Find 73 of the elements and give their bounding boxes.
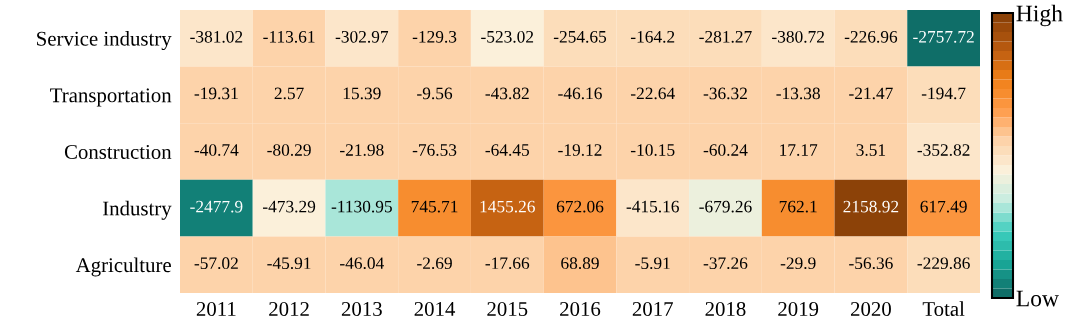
data-label: -57.02 bbox=[194, 257, 238, 270]
data-label: -1130.95 bbox=[331, 200, 392, 213]
data-label: -60.24 bbox=[703, 144, 748, 156]
data-label: -2757.72 bbox=[913, 30, 974, 43]
data-label: -2.69 bbox=[417, 257, 452, 270]
data-label: 762.1 bbox=[779, 200, 817, 213]
data-label: -64.45 bbox=[485, 144, 530, 156]
data-label: -21.47 bbox=[849, 87, 893, 100]
data-label: -19.12 bbox=[558, 144, 602, 156]
data-label: 17.17 bbox=[780, 144, 818, 156]
data-label: -36.32 bbox=[703, 87, 747, 100]
data-label: -22.64 bbox=[630, 87, 675, 100]
x-tick-label: Total bbox=[922, 301, 965, 316]
data-label: -129.3 bbox=[412, 30, 457, 43]
color-bar-label: Low bbox=[1016, 290, 1059, 307]
x-tick-label: 2011 bbox=[196, 301, 236, 316]
data-label: 745.71 bbox=[411, 200, 458, 213]
data-label: -5.91 bbox=[635, 257, 670, 270]
data-label: -381.02 bbox=[190, 30, 243, 43]
x-tick-label: 2013 bbox=[341, 301, 382, 316]
data-label: -415.16 bbox=[626, 200, 679, 213]
data-label: -2477.9 bbox=[190, 200, 243, 213]
color-bar-label: High bbox=[1016, 4, 1063, 27]
data-label: -19.31 bbox=[194, 87, 238, 100]
y-tick-label: Construction bbox=[64, 144, 172, 159]
data-label: -46.16 bbox=[558, 87, 602, 100]
data-label: -13.38 bbox=[776, 87, 820, 100]
data-label: -43.82 bbox=[485, 87, 529, 100]
data-label: 3.51 bbox=[856, 144, 886, 156]
data-label: -10.15 bbox=[630, 144, 675, 156]
data-label: 2.57 bbox=[274, 87, 304, 100]
data-label: -164.2 bbox=[630, 30, 675, 43]
y-tick-label: Industry bbox=[102, 200, 172, 220]
x-tick-label: 2016 bbox=[560, 301, 601, 316]
data-label: -9.56 bbox=[417, 87, 453, 100]
data-label: -679.26 bbox=[699, 200, 752, 213]
data-label: -56.36 bbox=[849, 257, 893, 270]
data-label: -473.29 bbox=[262, 200, 316, 213]
data-label: -229.86 bbox=[917, 257, 970, 270]
data-label: -113.61 bbox=[263, 30, 315, 43]
data-label: -45.91 bbox=[267, 257, 311, 270]
x-tick-label: 2020 bbox=[850, 301, 891, 316]
x-tick-label: 2015 bbox=[487, 301, 528, 316]
data-label: -523.02 bbox=[481, 30, 534, 43]
y-tick-label: Transportation bbox=[50, 88, 172, 107]
data-label: -76.53 bbox=[412, 144, 457, 156]
y-tick-label: Agriculture bbox=[75, 257, 171, 277]
data-label: -46.04 bbox=[340, 257, 384, 270]
x-tick-label: 2018 bbox=[705, 301, 746, 316]
data-label: 672.06 bbox=[556, 200, 604, 213]
data-label: -37.26 bbox=[703, 257, 748, 270]
x-tick-label: 2019 bbox=[778, 301, 819, 316]
data-label: -17.66 bbox=[485, 257, 530, 270]
data-label: -302.97 bbox=[335, 30, 389, 43]
data-label: -226.96 bbox=[844, 30, 898, 43]
data-label: -21.98 bbox=[340, 144, 384, 156]
data-label: -380.72 bbox=[772, 30, 824, 43]
data-label: -254.65 bbox=[553, 30, 607, 43]
data-label: -40.74 bbox=[194, 144, 239, 156]
x-tick-label: 2012 bbox=[269, 301, 309, 316]
data-label: -281.27 bbox=[699, 30, 752, 43]
data-label: 15.39 bbox=[343, 87, 381, 100]
x-tick-label: 2017 bbox=[632, 301, 673, 316]
data-label: 68.89 bbox=[561, 257, 599, 270]
y-tick-label: Service industry bbox=[37, 31, 172, 51]
data-label: -352.82 bbox=[917, 144, 970, 156]
data-label: 1455.26 bbox=[480, 200, 535, 213]
data-label: -194.7 bbox=[921, 87, 966, 100]
data-label: -29.9 bbox=[780, 257, 816, 270]
x-tick-label: 2014 bbox=[414, 301, 456, 316]
data-label: 617.49 bbox=[920, 200, 967, 213]
data-label: -80.29 bbox=[267, 144, 311, 156]
data-label: 2158.92 bbox=[843, 200, 899, 213]
